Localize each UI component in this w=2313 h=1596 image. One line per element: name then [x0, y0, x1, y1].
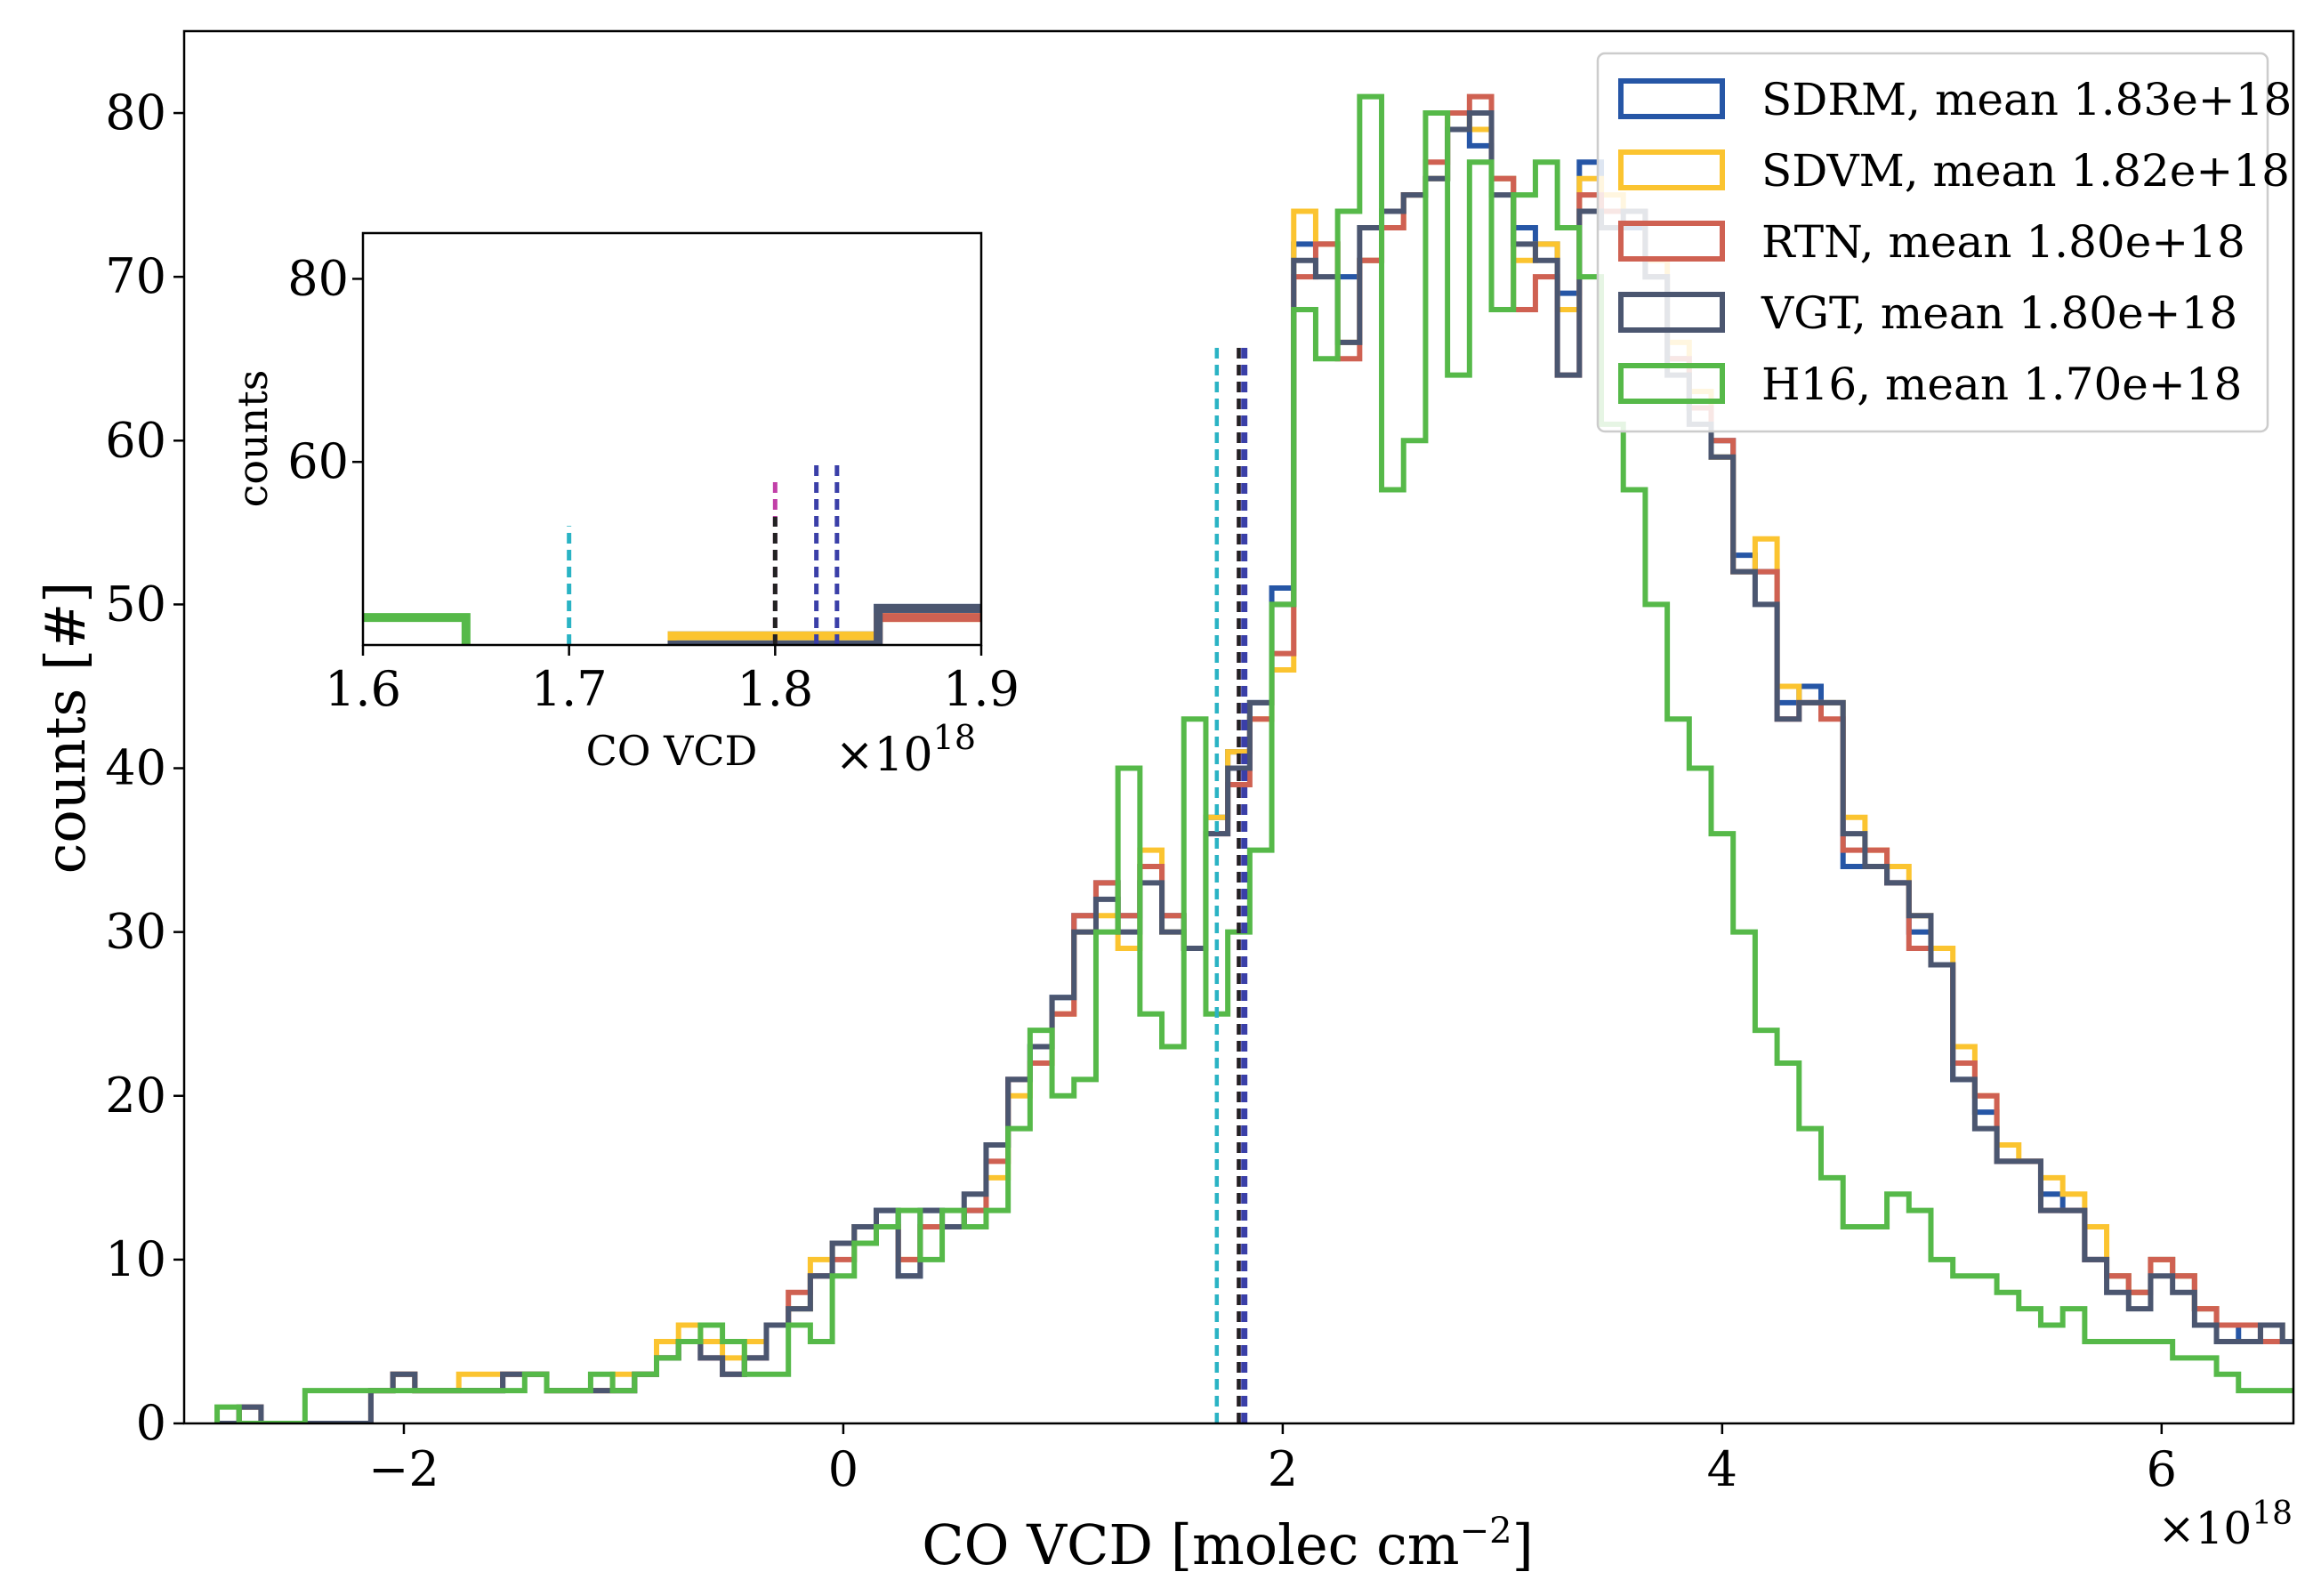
legend-label: RTN, mean 1.80e+18 — [1761, 216, 2245, 268]
legend-swatch — [1618, 149, 1725, 190]
legend: SDRM, mean 1.83e+18 SDVM, mean 1.82e+18 RT… — [1596, 52, 2292, 433]
legend-label: H16, mean 1.70e+18 — [1761, 359, 2242, 410]
x-tick-label: 0 — [828, 1441, 858, 1497]
main-series — [214, 93, 2293, 1423]
y-tick-label: 30 — [105, 904, 166, 960]
x-tick-label: 6 — [2147, 1441, 2177, 1497]
y-tick-label: 0 — [136, 1395, 166, 1451]
legend-swatch — [1618, 78, 1725, 119]
inset-series-vgt — [667, 603, 981, 645]
inset-x-tick-label: 1.7 — [531, 661, 608, 717]
y-tick-label: 20 — [105, 1068, 166, 1124]
inset-x-axis-label: CO VCD — [586, 727, 758, 775]
legend-item-sdrm: SDRM, mean 1.83e+18 — [1618, 74, 2292, 125]
legend-label: SDRM, mean 1.83e+18 — [1761, 74, 2292, 125]
x-tick-label: 4 — [1707, 1441, 1737, 1497]
legend-item-sdvm: SDVM, mean 1.82e+18 — [1618, 145, 2290, 197]
y-tick-label: 70 — [105, 248, 166, 304]
legend-label: VGT, mean 1.80e+18 — [1761, 287, 2237, 339]
main-frame — [182, 29, 2295, 1425]
y-tick-label: 60 — [105, 412, 166, 468]
inset-frame — [361, 231, 983, 647]
legend-swatch — [1618, 221, 1725, 262]
y-tick-label: 80 — [105, 85, 166, 141]
x-tick-label: 2 — [1268, 1441, 1298, 1497]
x-axis-label: CO VCD [molec cm−2] — [922, 1511, 1534, 1577]
legend-item-rtn: RTN, mean 1.80e+18 — [1618, 216, 2245, 268]
legend-swatch — [1618, 292, 1725, 333]
inset-x-scale-label: ×1018 — [835, 718, 976, 782]
y-tick-label: 40 — [105, 740, 166, 796]
inset-x-tick-label: 1.6 — [325, 661, 401, 717]
legend-item-vgt: VGT, mean 1.80e+18 — [1618, 287, 2237, 339]
series-h16 — [214, 93, 2293, 1423]
y-tick-label: 50 — [105, 576, 166, 632]
legend-label: SDVM, mean 1.82e+18 — [1761, 145, 2290, 197]
inset-plot: 1.6 1.7 1.8 1.9 60 80 CO VCD counts ×1018 — [229, 231, 1019, 782]
legend-item-h16: H16, mean 1.70e+18 — [1618, 359, 2242, 410]
x-scale-label: ×1018 — [2158, 1495, 2293, 1554]
inset-y-axis-label: counts — [229, 370, 277, 508]
inset-y-tick-label: 80 — [287, 250, 349, 306]
x-tick-label: −2 — [368, 1441, 439, 1497]
inset-x-tick-label: 1.8 — [737, 661, 813, 717]
inset-y-tick-label: 60 — [287, 433, 349, 489]
y-axis-label: counts [#] — [33, 582, 98, 875]
inset-x-tick-label: 1.9 — [943, 661, 1019, 717]
y-tick-label: 10 — [105, 1231, 166, 1287]
inset-background — [363, 233, 981, 645]
legend-swatch — [1618, 363, 1725, 404]
legend-box — [1596, 52, 2269, 433]
